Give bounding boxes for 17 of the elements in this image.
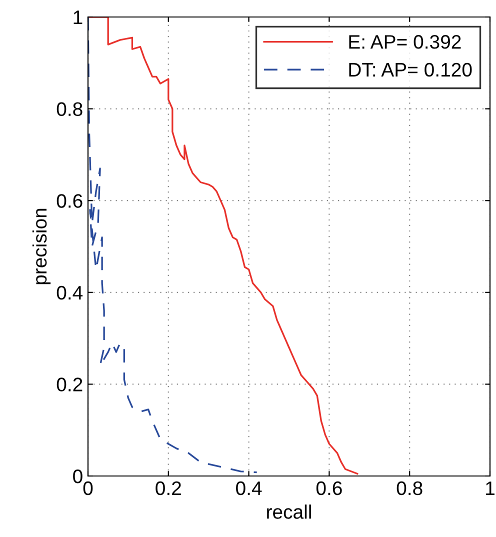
x-tick-label: 0.6 — [316, 481, 342, 496]
y-tick-label: 0.4 — [56, 286, 83, 300]
y-tick-label: 0.8 — [56, 102, 82, 116]
y-tick-label: 0 — [73, 469, 82, 484]
x-axis-title: recall — [267, 504, 311, 519]
y-tick-label: 0.6 — [56, 194, 82, 208]
x-tick-label: 0.4 — [236, 481, 262, 496]
x-tick-label: 0.2 — [156, 481, 181, 496]
x-tick-label: 0 — [83, 481, 93, 496]
line-series — [88, 17, 258, 474]
y-tick-label: 0.2 — [56, 378, 82, 392]
y-axis-title: precision — [32, 208, 51, 284]
x-tick-label: 0.8 — [396, 481, 422, 496]
legend-label: DT: AP= 0.120 — [349, 62, 472, 77]
legend-label: E: AP= 0.392 — [349, 35, 461, 49]
y-tick-label: 1 — [74, 10, 82, 24]
x-tick-label: 1 — [486, 482, 494, 495]
